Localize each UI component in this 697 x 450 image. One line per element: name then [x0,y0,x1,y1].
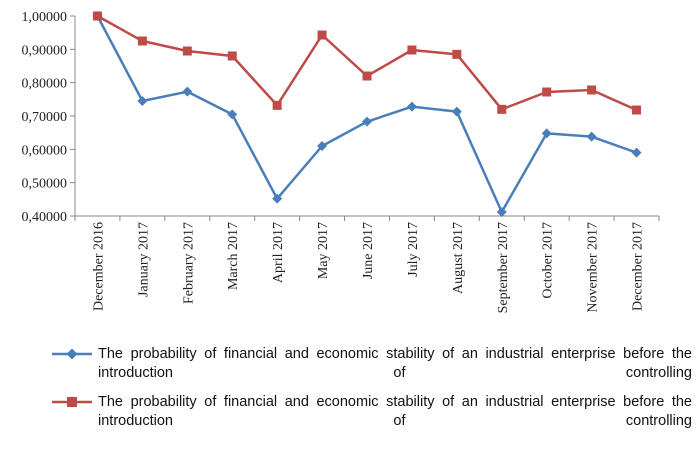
series-2-point [137,36,147,46]
x-tick-label: January 2017 [136,222,151,297]
x-tick-label: October 2017 [541,222,556,299]
series-2-point [452,49,462,59]
legend-label-series-2: The probability of financial and economi… [98,394,692,429]
chart-series [92,11,642,217]
series-1-point [406,101,417,112]
series-1-point [317,141,328,151]
y-tick-label: 0,90000 [22,43,68,58]
series-2-point [317,30,327,40]
series-1-point [182,86,193,97]
series-2-line [96,14,638,112]
series-1-point [451,106,462,117]
series-2-point [227,51,237,61]
x-axis-ticks: December 2016 January 2017 February 2017 Ma… [74,216,660,313]
series-1-point [137,96,148,106]
series-1-point [631,147,642,158]
y-tick-label: 0,40000 [22,210,68,225]
series-1-point [362,116,372,127]
series-1 [92,11,642,217]
x-tick-label: May 2017 [316,222,331,279]
legend-label-series-1: The probability of financial and economi… [98,346,692,381]
series-2 [92,11,642,115]
series-2-point [182,46,192,56]
x-tick-label: July 2017 [406,222,421,277]
x-tick-label: September 2017 [496,222,511,313]
x-tick-label: August 2017 [451,222,466,294]
series-2-point [407,45,417,55]
y-tick-label: 0,70000 [22,110,68,125]
series-2-point [587,85,597,95]
series-1-point [272,193,283,204]
series-2-point [362,71,372,81]
series-1-point [541,128,552,139]
series-2-point [497,104,507,114]
y-axis-ticks: 0,40000 0,50000 0,60000 0,70000 0,80000 0,900… [22,10,75,225]
x-tick-label: December 2017 [631,222,646,311]
series-1-point [496,207,507,217]
legend-diamond-marker-icon [52,348,92,360]
legend-square-marker-icon [52,397,92,407]
y-tick-label: 0,80000 [22,77,68,92]
x-tick-label: November 2017 [586,222,601,313]
y-tick-label: 0,60000 [22,143,68,158]
series-2-point [632,105,642,115]
x-tick-label: June 2017 [361,222,376,279]
series-1-line [96,15,637,214]
y-tick-label: 0,50000 [22,177,68,192]
x-tick-label: April 2017 [271,222,286,283]
series-1-point [227,109,238,120]
series-2-point [542,87,552,97]
series-1-point [586,131,597,142]
x-tick-label: March 2017 [226,222,241,290]
y-tick-label: 1,00000 [22,10,68,25]
series-2-point [92,11,102,21]
series-2-point [272,100,282,110]
x-tick-label: December 2016 [91,222,106,311]
x-tick-label: February 2017 [181,222,196,304]
